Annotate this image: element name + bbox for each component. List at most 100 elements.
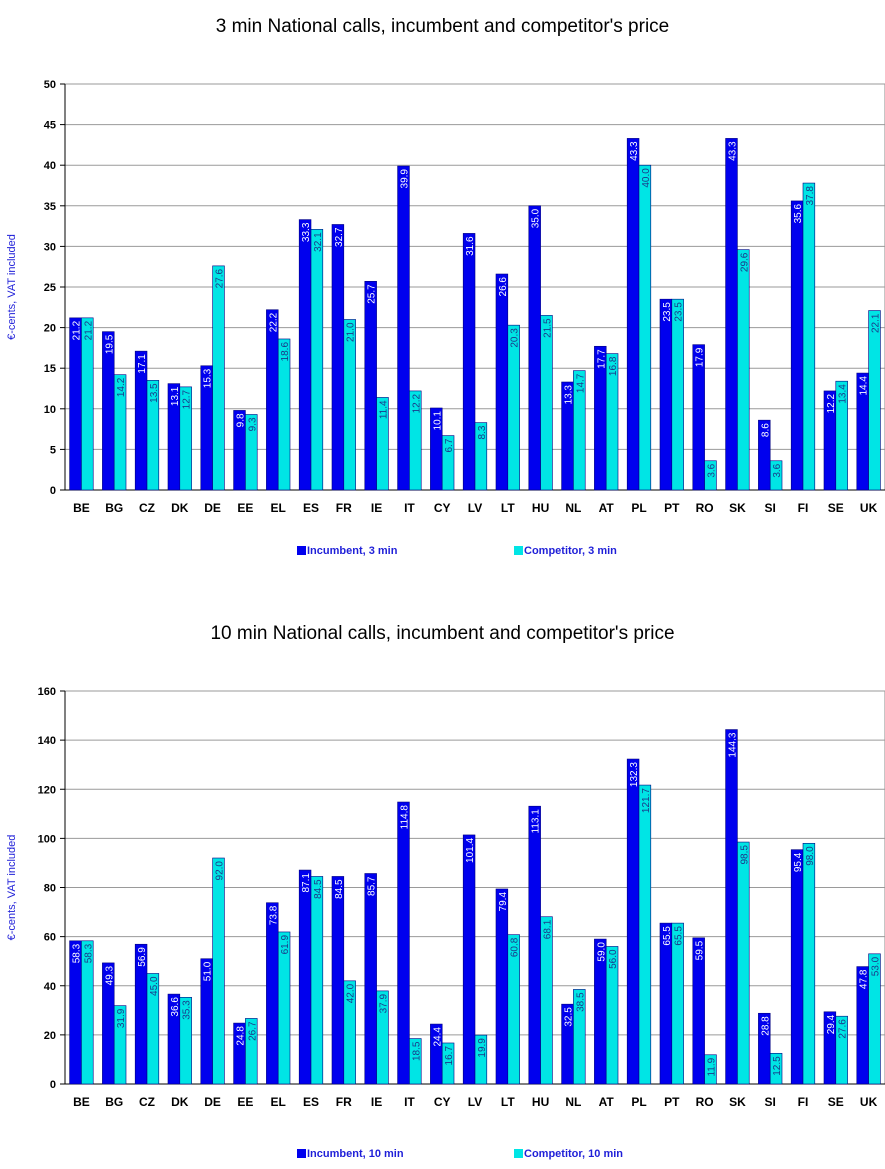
bar-value-label: 43.3: [629, 141, 640, 161]
bar-competitor: [212, 857, 225, 1085]
bar-competitor: [802, 842, 816, 1085]
bar-value-label: 37.9: [379, 993, 390, 1013]
bar-value-label: 32.5: [563, 1007, 574, 1027]
bar-value-label: 60.8: [510, 937, 521, 957]
bar-competitor: [474, 422, 488, 491]
bar-competitor: [441, 1042, 455, 1085]
x-tick-label: EL: [271, 501, 286, 515]
chart-10min: 0 20 40 60 80 100 120 140 160 €-cents, VAT includ…: [6, 686, 885, 1160]
x-tick-label: DE: [204, 1095, 221, 1109]
chart-title: 3 min National calls, incumbent and comp…: [215, 16, 670, 37]
x-tick-label: BE: [73, 1095, 90, 1109]
bar-competitor: [376, 990, 389, 1085]
legend-swatch: [514, 1149, 523, 1158]
y-tick-label: 0: [50, 485, 56, 497]
x-tick-label: IE: [371, 501, 382, 515]
x-tick-label: FR: [336, 1095, 352, 1109]
bar-incumbent: [298, 869, 312, 1085]
bar-value-label: 73.8: [268, 905, 279, 925]
bar-competitor: [573, 989, 586, 1085]
bar-value-label: 101.4: [465, 838, 476, 863]
bar-competitor: [212, 265, 225, 491]
bar-competitor: [310, 876, 324, 1085]
bar-competitor: [737, 249, 750, 491]
bar-value-label: 98.5: [739, 845, 750, 865]
bar-competitor: [540, 315, 553, 491]
y-tick-label: 25: [44, 282, 56, 294]
x-tick-label: BE: [73, 501, 90, 515]
bar-incumbent: [790, 200, 804, 491]
bar-value-label: 23.5: [674, 302, 685, 322]
bar-value-label: 21.0: [346, 322, 357, 342]
bar-value-label: 59.5: [695, 940, 706, 960]
bar-value-label: 29.4: [826, 1014, 837, 1034]
bar-value-label: 35.3: [182, 1000, 193, 1020]
x-tick-label: SK: [729, 501, 746, 515]
bar-value-label: 3.6: [707, 463, 718, 477]
y-tick-label: 30: [44, 241, 56, 253]
bar-value-label: 53.0: [871, 956, 882, 976]
bar-value-label: 17.1: [137, 354, 148, 374]
legend-swatch: [297, 546, 306, 555]
bar-incumbent: [790, 849, 804, 1085]
bar-competitor: [245, 1018, 258, 1085]
bar-competitor: [638, 784, 652, 1085]
x-tick-label: ES: [303, 501, 319, 515]
bar-value-label: 58.3: [83, 943, 94, 963]
bar-value-label: 35.6: [793, 203, 804, 223]
x-tick-label: NL: [565, 1095, 581, 1109]
bar-value-label: 92.0: [215, 861, 226, 881]
bar-value-label: 68.1: [543, 919, 554, 939]
x-tick-label: DK: [171, 501, 189, 515]
bar-incumbent: [266, 309, 279, 491]
y-tick-label: 5: [50, 444, 56, 456]
bar-competitor: [343, 319, 356, 491]
bar-value-label: 61.9: [280, 935, 291, 955]
x-tick-label: HU: [532, 501, 549, 515]
x-tick-label: UK: [860, 501, 878, 515]
bar-value-label: 12.2: [826, 394, 837, 414]
bar-value-label: 39.9: [399, 169, 410, 189]
bar-incumbent: [266, 902, 279, 1085]
bar-competitor: [474, 1034, 488, 1085]
bar-value-label: 13.4: [838, 384, 849, 404]
x-tick-label: SE: [828, 1095, 844, 1109]
bar-competitor: [605, 946, 619, 1085]
bar-incumbent: [626, 758, 640, 1085]
bar-value-label: 28.8: [760, 1016, 771, 1036]
bar-incumbent: [659, 298, 673, 491]
bar-incumbent: [659, 922, 673, 1085]
bar-competitor: [277, 931, 291, 1085]
x-tick-label: SE: [828, 501, 844, 515]
bar-value-label: 22.1: [871, 313, 882, 333]
bar-value-label: 84.5: [334, 879, 345, 899]
bar-value-label: 19.9: [477, 1038, 488, 1058]
bar-value-label: 58.3: [71, 943, 82, 963]
bar-value-label: 14.7: [575, 373, 586, 393]
bar-value-label: 49.3: [104, 965, 115, 985]
legend-label: Incumbent, 3 min: [307, 545, 398, 557]
x-tick-label: RO: [696, 501, 714, 515]
x-tick-label: DE: [204, 501, 221, 515]
bar-value-label: 37.8: [805, 186, 816, 206]
x-tick-label: PL: [631, 501, 646, 515]
x-tick-label: AT: [599, 501, 615, 515]
bar-incumbent: [69, 317, 82, 491]
y-tick-label: 50: [44, 79, 56, 91]
x-tick-label: CZ: [139, 501, 155, 515]
bar-competitor: [737, 841, 750, 1085]
y-tick-label: 80: [44, 883, 56, 895]
bar-value-label: 45.0: [149, 976, 160, 996]
y-tick-label: 0: [50, 1079, 56, 1091]
bar-incumbent: [331, 224, 345, 491]
bar-incumbent: [397, 165, 410, 491]
x-tick-label: LV: [468, 501, 482, 515]
x-tick-label: FI: [798, 501, 809, 515]
bar-value-label: 11.9: [707, 1057, 718, 1076]
x-tick-label: LV: [468, 1095, 482, 1109]
bar-incumbent: [462, 834, 476, 1085]
bar-competitor: [409, 1038, 422, 1085]
bar-value-label: 32.1: [313, 232, 324, 252]
bar-value-label: 51.0: [203, 961, 214, 981]
bar-value-label: 12.2: [411, 394, 422, 414]
